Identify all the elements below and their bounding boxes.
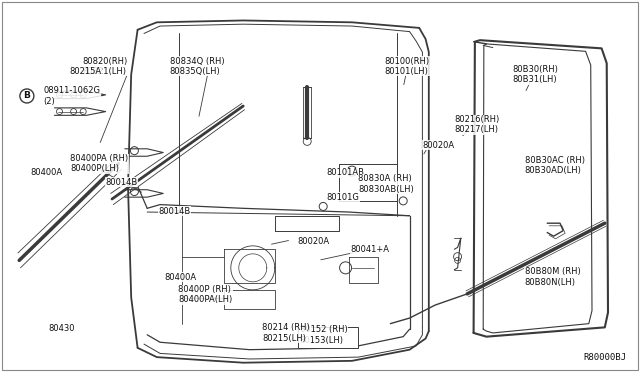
Text: 80101AB: 80101AB xyxy=(326,169,364,177)
FancyBboxPatch shape xyxy=(298,327,358,348)
Text: 80101G: 80101G xyxy=(326,193,359,202)
Text: 80400PA (RH)
80400P(LH): 80400PA (RH) 80400P(LH) xyxy=(70,154,129,173)
Text: 80100(RH)
80101(LH): 80100(RH) 80101(LH) xyxy=(384,57,429,76)
Text: 80014B: 80014B xyxy=(106,178,138,187)
Text: 80B80M (RH)
80B80N(LH): 80B80M (RH) 80B80N(LH) xyxy=(525,267,580,287)
Text: 80400A: 80400A xyxy=(31,169,63,177)
Text: 80830A (RH)
80830AB(LH): 80830A (RH) 80830AB(LH) xyxy=(358,174,414,194)
Text: 80214 (RH)
80215(LH): 80214 (RH) 80215(LH) xyxy=(262,323,310,343)
Text: 80152 (RH)
80153(LH): 80152 (RH) 80153(LH) xyxy=(300,325,348,344)
Text: 80B30(RH)
80B31(LH): 80B30(RH) 80B31(LH) xyxy=(512,65,558,84)
Text: 80216(RH)
80217(LH): 80216(RH) 80217(LH) xyxy=(454,115,500,134)
Text: 80400A: 80400A xyxy=(164,273,196,282)
Text: 80400P (RH)
80400PA(LH): 80400P (RH) 80400PA(LH) xyxy=(178,285,232,304)
Text: 80834Q (RH)
80835Q(LH): 80834Q (RH) 80835Q(LH) xyxy=(170,57,224,76)
Text: 80020A: 80020A xyxy=(422,141,454,150)
Text: 80041+A: 80041+A xyxy=(351,245,390,254)
Text: 08911-1062G
(2): 08911-1062G (2) xyxy=(44,86,100,106)
Text: 80215A: 80215A xyxy=(69,67,101,76)
Text: 80014B: 80014B xyxy=(159,207,191,216)
Text: 80430: 80430 xyxy=(48,324,74,333)
Text: 80B30AC (RH)
80B30AD(LH): 80B30AC (RH) 80B30AD(LH) xyxy=(525,156,585,175)
Text: R80000BJ: R80000BJ xyxy=(583,353,626,362)
Text: 80820(RH)
80821(LH): 80820(RH) 80821(LH) xyxy=(82,57,127,76)
Text: 80020A: 80020A xyxy=(297,237,329,246)
Text: B: B xyxy=(24,92,30,100)
